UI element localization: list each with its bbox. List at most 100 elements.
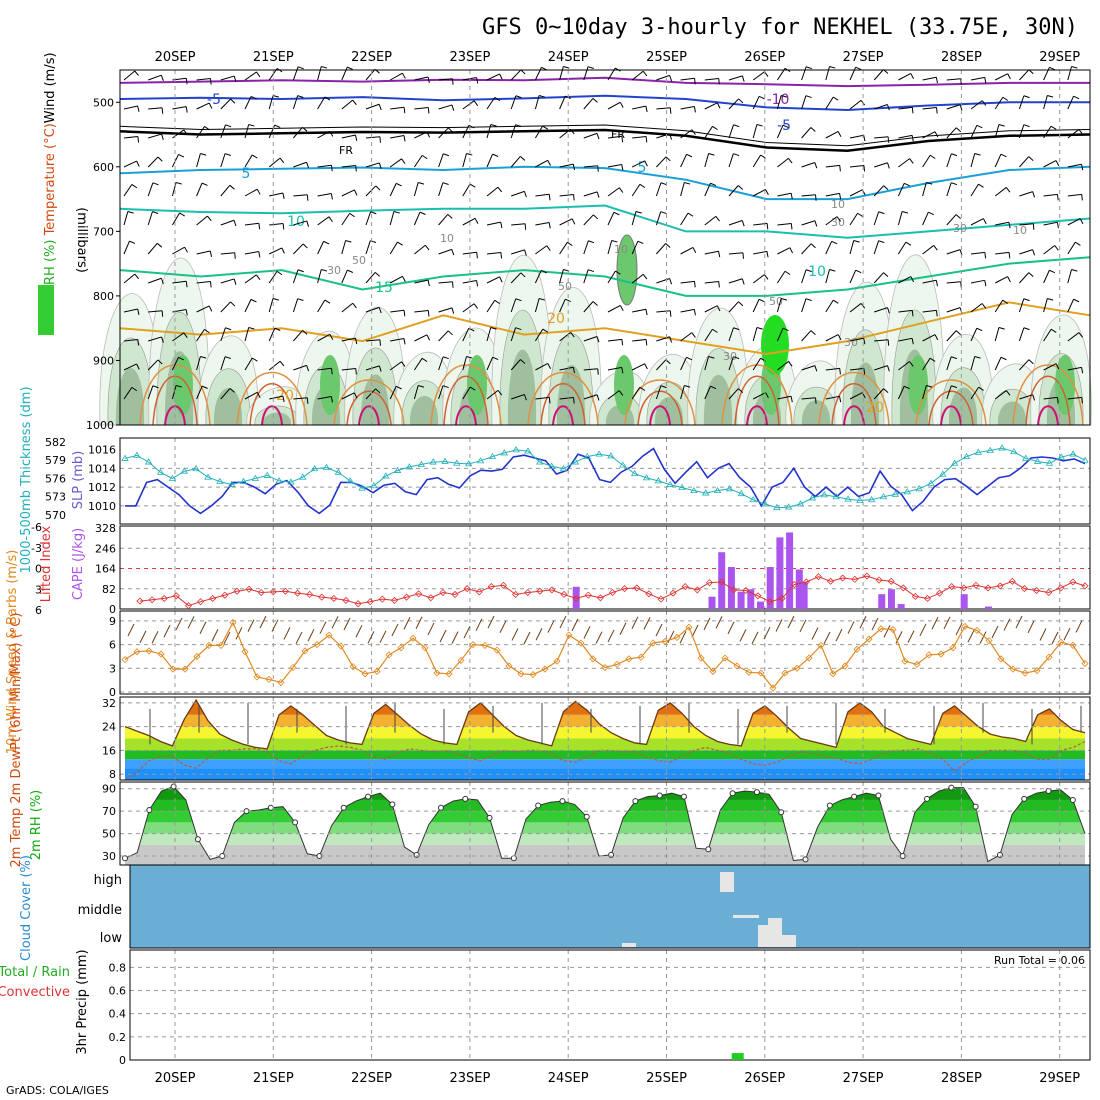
wind-barb-10m [1075,620,1083,633]
wind-barb [922,357,931,371]
wind-barb [413,385,419,400]
wind-barb [669,133,673,140]
rh-marker [705,846,712,853]
wind-barb [936,310,938,317]
cloud-patch [758,925,768,947]
wind-barb [733,153,740,157]
wind-barb [341,337,356,342]
temp-contour-30 [346,390,392,426]
thickness-marker [856,496,864,503]
wind-barb [718,281,720,288]
wind-barb [341,367,356,371]
cape-bar [800,581,808,609]
wind-marker [265,675,273,683]
wind-barb [825,241,833,255]
wind-barb [269,395,284,400]
rh-bands [125,786,1085,865]
wind-barb [486,251,501,255]
wind-barb [196,356,201,371]
temp-contour-line [119,128,1091,152]
wind-barb [1043,95,1048,110]
wind-barb [728,153,734,168]
wind-barb [353,189,358,196]
lifted-index-marker [790,581,798,589]
wind-barb-10m [331,616,339,629]
wind-barb [244,299,252,313]
wind-barb [393,211,400,214]
thickness-marker [666,480,674,487]
rh-contour-label: 30 [844,336,858,349]
wind-barb [292,66,299,81]
wind-barb [397,241,403,246]
wind-barb [728,124,735,139]
wind-marker [889,626,897,634]
wind-barb [329,334,334,340]
date-label-bottom: 21SEP [253,1071,294,1086]
wind-barb [995,221,1010,226]
wind-barb-10m [1039,628,1047,641]
wind-marker [145,647,153,655]
temp-tick-label: 8 [109,768,116,781]
wind-barb [728,327,734,342]
wind-barb [1023,124,1030,128]
wind-barb [873,240,880,255]
temp-contour-25 [721,364,793,426]
wind-barb [451,307,455,314]
wind-barb-10m [775,619,783,632]
wind-barb [607,390,620,400]
wind-barb [955,127,962,133]
wind-barb [946,127,957,139]
wind-barb [946,281,961,284]
wind-barb [621,164,624,171]
wind-barb [438,330,449,342]
rh-marker [194,836,201,843]
wind-barb [486,97,496,110]
lifted-index-marker [717,578,726,586]
wind-barb [1047,298,1054,301]
lifted-index-marker [487,583,495,591]
wind-barb [1043,245,1056,255]
wind-marker [901,657,909,665]
lifted-index-marker [281,587,289,595]
wind-barb [655,385,662,400]
wind-marker [1009,665,1017,673]
wind-barb [546,245,551,251]
wind-barb [535,245,547,255]
wind-barb [596,191,600,198]
lifted-index-marker [778,594,786,603]
thickness-marker [216,477,224,484]
wind-barb [933,245,938,251]
rh-marker [535,802,542,809]
wind-marker [877,625,885,633]
wind-barb [631,386,641,400]
li-tick-label: 6 [35,604,42,617]
wind-barb [466,153,473,156]
wind-barb-10m [691,624,699,638]
lifted-index-marker [463,585,471,593]
wind-barb [365,211,372,226]
wind-barb [849,99,862,110]
wind-barb [157,359,163,365]
thickness-marker [370,481,378,489]
wind-barb [909,158,914,164]
rh-marker [340,804,347,811]
cape-bar [795,569,803,609]
wind-barb [473,100,479,107]
wind-barb [414,279,429,284]
wind-barb [910,73,915,79]
rh-marker [413,851,420,858]
wind-barb [1019,191,1033,197]
wind-barb [352,302,357,309]
wind-barb-10m [499,620,507,633]
wind-barb [583,132,598,139]
wind-barb [1071,269,1078,272]
wind-barb [511,394,525,400]
precip-tick-label: 0.2 [109,1031,127,1044]
wind-barb-10m [727,621,735,635]
temp-contour-25 [333,379,405,426]
rh-marker [608,851,615,858]
rh-marker [437,804,444,811]
wind-barb [389,275,403,284]
rh-shade [115,367,145,425]
